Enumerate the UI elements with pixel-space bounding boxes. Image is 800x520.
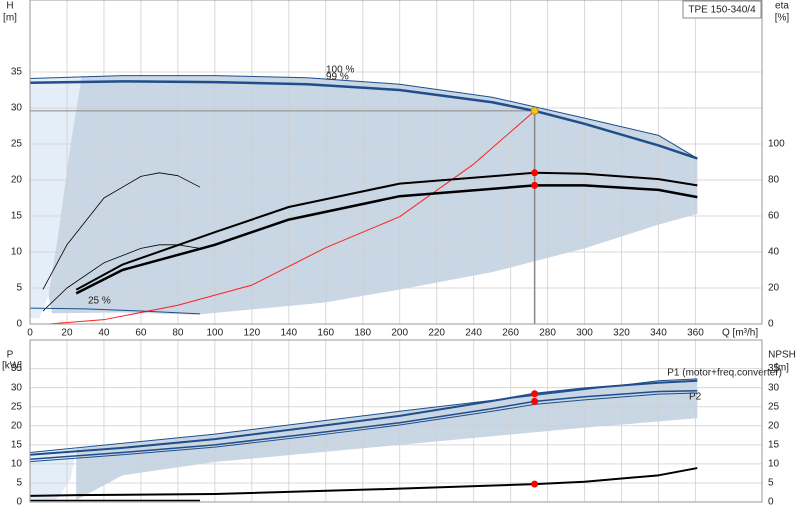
y-tick-label: 35 [11, 67, 23, 78]
y2-tick-label: 80 [768, 175, 780, 186]
operating-point [531, 480, 539, 488]
y-axis-unit: [kW] [2, 361, 22, 372]
operating-point [531, 181, 539, 189]
y2-tick-label: 20 [768, 283, 780, 294]
y-axis-label: H [6, 1, 13, 12]
x-tick-label: 140 [280, 328, 297, 339]
x-tick-label: 0 [27, 328, 33, 339]
curve [29, 379, 698, 456]
y-tick-label: 0 [16, 319, 22, 330]
y2-tick-label: 5 [768, 478, 774, 489]
y-tick-label: 5 [16, 283, 22, 294]
y-tick-label: 35 [11, 363, 23, 374]
y2-tick-label: 10 [768, 459, 780, 470]
y2-tick-label: 0 [768, 497, 774, 508]
y2-tick-label: 60 [768, 211, 780, 222]
x-tick-label: 300 [576, 328, 593, 339]
y2-tick-label: 30 [768, 382, 780, 393]
operating-point [531, 397, 539, 405]
y2-tick-label: 25 [768, 401, 780, 412]
x-tick-label: 60 [135, 328, 147, 339]
y-tick-label: 20 [11, 420, 23, 431]
y2-tick-label: 35 [768, 363, 780, 374]
operating-range [30, 448, 77, 502]
y-tick-label: 0 [16, 497, 22, 508]
x-tick-label: 100 [207, 328, 224, 339]
plot-border [29, 0, 763, 325]
y-tick-label: 20 [11, 175, 23, 186]
x-tick-label: 80 [172, 328, 184, 339]
y2-tick-label: 20 [768, 420, 780, 431]
y2-axis-unit: [m] [775, 363, 789, 374]
curve [29, 389, 698, 461]
x-tick-label: 260 [502, 328, 519, 339]
y-tick-label: 15 [11, 439, 23, 450]
operating-point [531, 390, 539, 398]
x-tick-label: 320 [613, 328, 630, 339]
y2-axis-label: eta [775, 1, 789, 12]
curve [29, 392, 698, 463]
x-tick-label: 120 [243, 328, 260, 339]
x-tick-label: 200 [391, 328, 408, 339]
x-tick-label: 160 [317, 328, 334, 339]
curve-label: 100 % [326, 65, 354, 76]
y-tick-label: 5 [16, 478, 22, 489]
curve [29, 307, 201, 315]
curve [42, 172, 201, 290]
curve [75, 171, 698, 291]
operating-range [30, 76, 82, 319]
x-tick-label: 20 [61, 328, 73, 339]
x-axis-label: Q [m³/h] [722, 328, 758, 339]
curve [29, 75, 698, 159]
x-tick-label: 280 [539, 328, 556, 339]
curve [48, 110, 535, 325]
y2-tick-label: 100 [768, 139, 785, 150]
x-tick-label: 340 [650, 328, 667, 339]
y-tick-label: 25 [11, 139, 23, 150]
x-tick-label: 220 [428, 328, 445, 339]
curve [75, 184, 698, 295]
y2-axis-unit: [%] [775, 13, 790, 24]
chart-title: TPE 150-340/4 [688, 5, 756, 16]
x-tick-label: 240 [465, 328, 482, 339]
y-tick-label: 30 [11, 382, 23, 393]
y-tick-label: 10 [11, 247, 23, 258]
x-tick-label: 40 [98, 328, 110, 339]
y-axis-unit: [m] [3, 13, 17, 24]
x-tick-label: 180 [354, 328, 371, 339]
curve-label: P1 (motor+freq.converter) [667, 368, 782, 379]
operating-range [76, 378, 698, 501]
y2-tick-label: 0 [768, 319, 774, 330]
operating-point [531, 169, 539, 177]
curve-label: 25 % [88, 296, 111, 307]
y-axis-label: P [7, 350, 14, 361]
curve [29, 80, 698, 160]
curve [42, 244, 201, 312]
curve-label: 99 % [326, 72, 349, 83]
y-tick-label: 10 [11, 459, 23, 470]
y2-tick-label: 40 [768, 247, 780, 258]
title-box [682, 0, 762, 19]
y-tick-label: 15 [11, 211, 23, 222]
y2-axis-label: NPSH [768, 350, 796, 361]
y-tick-label: 25 [11, 401, 23, 412]
x-tick-label: 360 [687, 328, 704, 339]
curve [29, 467, 698, 497]
y-tick-label: 30 [11, 103, 23, 114]
plot-border [29, 339, 763, 503]
curve-label: P2 [689, 392, 702, 403]
operating-point [530, 106, 539, 115]
y2-tick-label: 15 [768, 439, 780, 450]
